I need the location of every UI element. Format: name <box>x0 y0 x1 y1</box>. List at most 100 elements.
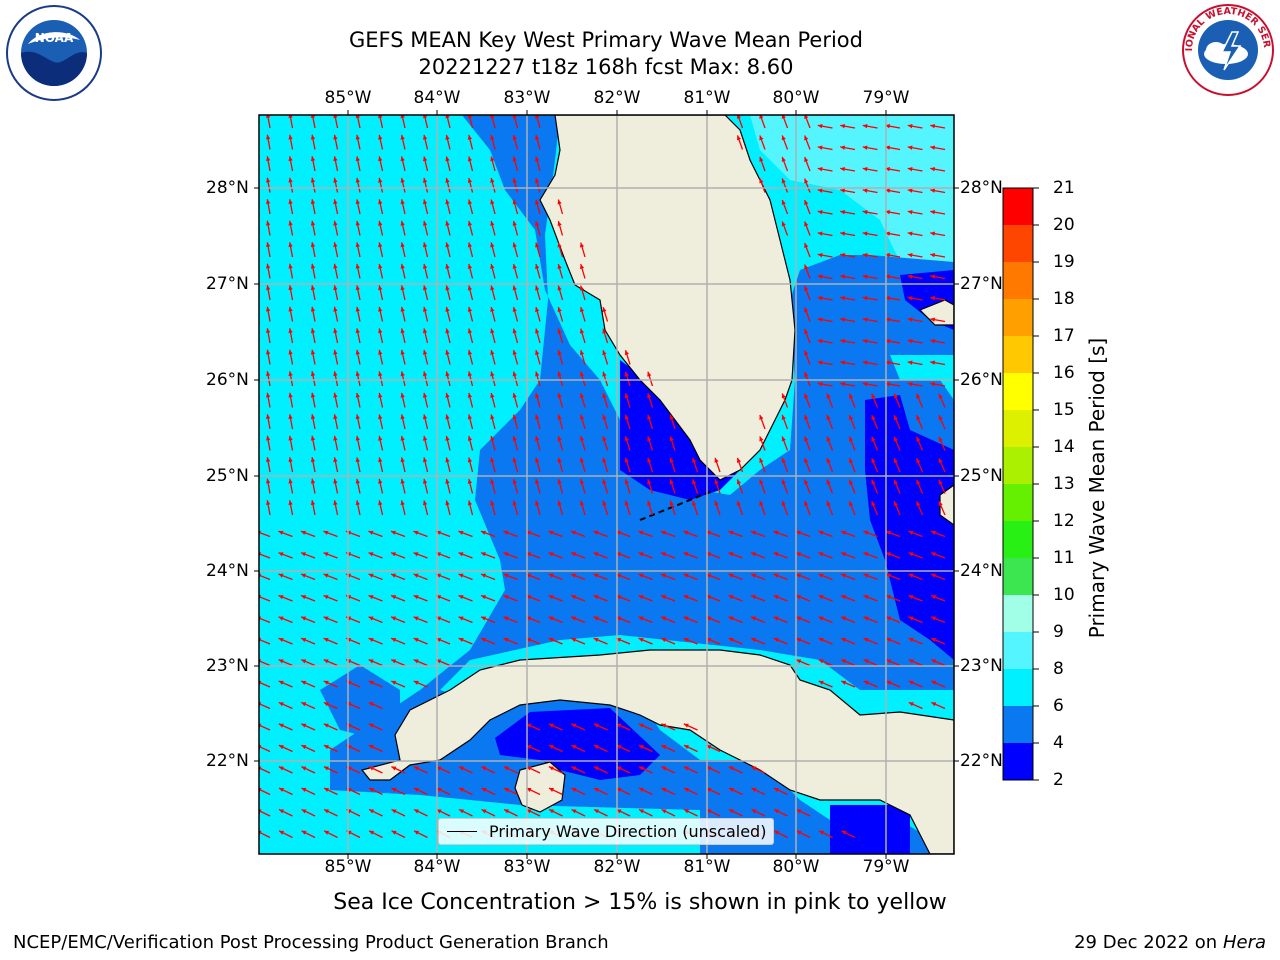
wave-arrow-head <box>422 220 428 226</box>
wave-arrow-head <box>400 478 405 484</box>
wave-arrow-head <box>571 637 577 642</box>
wave-arrow-head <box>301 723 307 728</box>
wave-arrow-head <box>422 134 428 140</box>
wave-arrow-head <box>684 809 690 814</box>
wave-arrow-head <box>557 414 562 420</box>
wave-arrow-head <box>602 500 607 506</box>
wave-arrow-head <box>355 177 360 183</box>
wave-arrow-head <box>310 115 316 119</box>
wave-arrow-head <box>683 616 689 621</box>
lat-label-left: 24°N <box>206 561 249 581</box>
wave-arrow-head <box>849 436 854 442</box>
wave-arrow-head <box>378 478 383 484</box>
wave-arrow-head <box>593 788 599 792</box>
wave-arrow-head <box>467 328 473 334</box>
wave-arrow-head <box>817 253 823 258</box>
wave-arrow-head <box>683 595 689 600</box>
wave-arrow-head <box>714 479 719 485</box>
wave-arrow-head <box>826 458 831 464</box>
wave-arrow-head <box>916 501 921 507</box>
wave-arrow-head <box>930 210 936 215</box>
wave-arrow-head <box>368 788 374 792</box>
wave-arrow-head <box>422 349 428 355</box>
wave-arrow-head <box>512 221 517 226</box>
wave-arrow-head <box>624 457 629 463</box>
wave-arrow-head <box>266 435 271 441</box>
wave-arrow-head <box>458 552 464 557</box>
map-frame <box>258 114 955 855</box>
wave-arrow-head <box>817 210 823 215</box>
wave-arrow-head <box>400 435 405 441</box>
wave-arrow-head <box>278 702 284 707</box>
wave-arrow-head <box>310 156 316 162</box>
wave-arrow-head <box>683 530 689 535</box>
wave-arrow-head <box>535 156 540 162</box>
wave-arrow-head <box>840 253 846 258</box>
wave-arrow <box>259 638 271 645</box>
wave-arrow-head <box>458 573 464 578</box>
wave-arrow-head <box>849 501 854 507</box>
wave-arrow-head <box>804 436 809 442</box>
wave-arrow-head <box>557 199 562 205</box>
wave-arrow-head <box>355 306 360 312</box>
wave-arrow-head <box>512 350 517 355</box>
wave-arrow <box>259 702 271 710</box>
wave-arrow-head <box>458 637 464 642</box>
wave-arrow-head <box>930 188 936 193</box>
wave-arrow-head <box>490 115 495 119</box>
wave-arrow-head <box>907 145 913 150</box>
wave-arrow-head <box>490 500 495 506</box>
wave-arrow-head <box>781 414 786 420</box>
wave-arrow-head <box>355 220 360 226</box>
wave-arrow-head <box>378 285 383 291</box>
wave-arrow-head <box>638 530 644 535</box>
wave-arrow-head <box>826 501 831 507</box>
wave-arrow-head <box>512 479 517 484</box>
wave-arrow-head <box>414 830 420 835</box>
wave-arrow-head <box>557 221 562 227</box>
wave-arrow-head <box>938 479 943 485</box>
wave-arrow-head <box>907 317 913 322</box>
wave-arrow-head <box>579 393 585 399</box>
wave-arrow <box>259 809 271 817</box>
wave-arrow-head <box>907 339 913 344</box>
wave-arrow-head <box>355 457 360 463</box>
wave-arrow-head <box>467 478 473 484</box>
wave-arrow-head <box>647 371 652 377</box>
wave-arrow-head <box>804 221 809 227</box>
wave-arrow-head <box>535 199 540 205</box>
wave-arrow-head <box>907 360 913 365</box>
wave-arrow-head <box>557 393 562 399</box>
wave-arrow-head <box>467 177 473 183</box>
wave-arrow-head <box>378 306 383 312</box>
wave-arrow-head <box>301 659 307 664</box>
wave-arrow-head <box>624 414 629 420</box>
wave-arrow-head <box>288 328 293 334</box>
wave-arrow-head <box>400 115 405 119</box>
wave-arrow-head <box>714 457 719 463</box>
wave-arrow-head <box>817 382 823 387</box>
wave-arrow-head <box>503 552 509 557</box>
wave-arrow-head <box>907 253 913 258</box>
wave-arrow-head <box>481 616 487 621</box>
wave-arrow-head <box>422 371 428 377</box>
wave-arrow-head <box>422 457 428 463</box>
wave-arrow-head <box>602 414 607 420</box>
wave-arrow-head <box>669 436 674 442</box>
wave-arrow-head <box>863 573 869 578</box>
wave-arrow-head <box>288 242 293 248</box>
wave-arrow-head <box>458 788 464 792</box>
wave-arrow-head <box>333 199 338 205</box>
wave-arrow-head <box>467 156 473 162</box>
wave-arrow-head <box>310 134 316 140</box>
wave-arrow-head <box>817 317 823 322</box>
wave-arrow-head <box>266 500 271 506</box>
wave-arrow-head <box>751 573 756 578</box>
wave-arrow-head <box>661 788 667 792</box>
wave-arrow-head <box>647 479 652 485</box>
colorbar-tick-label: 12 <box>1053 511 1075 531</box>
wave-arrow-head <box>840 317 846 322</box>
wave-arrow-head <box>288 156 293 162</box>
wave-arrow-head <box>907 274 913 279</box>
wave-arrow-head <box>288 457 293 463</box>
